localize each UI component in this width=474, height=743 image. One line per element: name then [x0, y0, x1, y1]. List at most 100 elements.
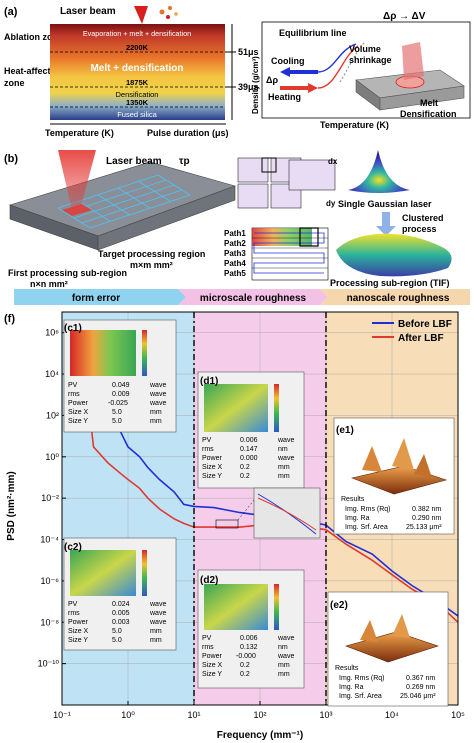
- d1-row-label: Size Y: [202, 473, 222, 480]
- c2-row-label: Power: [68, 619, 89, 626]
- e1-row-value: 25.133 μm²: [406, 524, 442, 531]
- temp-1350-label: 1350K: [126, 98, 149, 107]
- fused-silica-label: Fused silica: [117, 110, 157, 119]
- banner-nanoscale: [320, 289, 470, 305]
- c1-row-unit: mm: [150, 418, 162, 425]
- d2-row-label: rms: [202, 644, 214, 651]
- y-tick-label: 10⁴: [45, 369, 59, 379]
- melt-densification-label: Melt + densification: [90, 63, 183, 74]
- haz-label-1: Heat-affected: [4, 66, 61, 76]
- evaporation-label: Evaporation + melt + densification: [83, 29, 191, 38]
- laser-beam-label-b: Laser beam: [106, 156, 162, 167]
- legend-after-label: After LBF: [398, 333, 444, 344]
- banner-nanoscale-label: nanoscale roughness: [347, 293, 450, 304]
- melt-label: Melt: [420, 98, 438, 108]
- e2-row-value: 0.269 nm: [406, 684, 435, 691]
- series-line: [81, 343, 458, 623]
- ablation-debris-icon: [159, 6, 178, 19]
- d2-row-label: Size Y: [202, 671, 222, 678]
- inset-c2: (c2) PV 0.024 wave rms 0.005 wave Power …: [63, 537, 177, 651]
- d1-row-unit: nm: [278, 446, 288, 453]
- path-2-label: Path2: [224, 239, 246, 248]
- y-tick-label: 10²: [46, 410, 59, 420]
- delta-rho-label: Δρ: [266, 75, 278, 85]
- e2-row-value: 25.046 μm²: [400, 693, 436, 700]
- laser-beam-cone-a: [134, 6, 148, 24]
- e1-row-label: Img. Ra: [345, 515, 370, 522]
- d1-row-unit: wave: [277, 455, 294, 462]
- y-tick-label: 10⁰: [45, 452, 59, 462]
- panel-b-label: (b): [4, 153, 18, 165]
- c1-row-unit: wave: [149, 382, 166, 389]
- y-tick-label: 10⁻¹⁰: [38, 659, 60, 669]
- cooling-arrow-shaft: [290, 70, 318, 74]
- banner-form-error-label: form error: [72, 293, 120, 304]
- e1-results-label: Results: [341, 496, 365, 503]
- d2-row-unit: wave: [277, 653, 294, 660]
- y-tick-label: 10⁻⁸: [40, 617, 59, 627]
- inset-e2: (e2) Results Img. Rms (Rq) 0.367 nm Img.…: [327, 591, 449, 707]
- series-line: [81, 334, 458, 617]
- e1-row-value: 0.382 nm: [412, 506, 441, 513]
- c1-row-label: Size Y: [68, 418, 88, 425]
- volume-shrinkage-label-2: shrinkage: [349, 55, 392, 65]
- chart-series: [81, 334, 458, 623]
- processing-grid: [57, 174, 191, 229]
- laser-beam-cone-b: [58, 150, 96, 210]
- c2-row-unit: mm: [150, 637, 162, 644]
- d2-row-unit: wave: [277, 635, 294, 642]
- density-axis-label: Density (g/cm³): [251, 56, 260, 114]
- d1-row-label: PV: [202, 437, 212, 444]
- cooling-curve: [317, 43, 357, 73]
- d2-row-unit: mm: [278, 662, 290, 669]
- inset-d1: (d1) PV 0.006 wave rms 0.147 nm Power 0.…: [197, 371, 305, 489]
- x-tick-label: 10²: [253, 710, 266, 720]
- d1-row-value: 0.2: [240, 464, 250, 471]
- c2-row-value: 0.003: [112, 619, 130, 626]
- inset-c1-label: (c1): [64, 323, 82, 334]
- haz-label-2: zone: [4, 78, 25, 88]
- c2-row-value: 0.005: [112, 610, 130, 617]
- temperature-axis-label-a2: Temperature (K): [320, 120, 389, 130]
- path-1-label: Path1: [224, 229, 246, 238]
- inset-d2: (d2) PV 0.006 wave rms 0.132 nm Power -0…: [197, 569, 305, 689]
- single-gaussian-label: Single Gaussian laser: [338, 199, 432, 209]
- inset-e2-label: (e2): [330, 600, 348, 611]
- e1-row-label: Img. Rms (Rq): [345, 506, 391, 513]
- c1-row-unit: wave: [149, 400, 166, 407]
- first-sub-label: First processing sub-region: [8, 268, 127, 278]
- c1-row-label: Size X: [68, 409, 89, 416]
- c2-row-value: 0.024: [112, 601, 130, 608]
- workpiece-block: [9, 161, 236, 251]
- c2-row-unit: wave: [149, 610, 166, 617]
- d2-row-label: PV: [202, 635, 212, 642]
- d2-row-value: -0.000: [236, 653, 256, 660]
- tif-surface: [336, 233, 452, 277]
- path-4-label: Path4: [224, 259, 246, 268]
- d2-row-unit: mm: [278, 671, 290, 678]
- ablation-zone-label: Ablation zone: [4, 32, 63, 42]
- x-tick-label: 10⁰: [121, 710, 135, 720]
- laser-beam-label-a: Laser beam: [60, 6, 116, 17]
- temp-axis-label-a: Temperature (K): [45, 128, 114, 138]
- e2-row-label: Img. Ra: [339, 684, 364, 691]
- single-gaussian-peak: [348, 150, 410, 193]
- x-tick-label: 10⁻¹: [53, 710, 71, 720]
- c2-row-unit: wave: [149, 601, 166, 608]
- heating-label: Heating: [268, 92, 301, 102]
- dy-label: dy: [326, 199, 336, 208]
- target-size-label: m×m mm²: [130, 260, 173, 270]
- d1-row-label: rms: [202, 446, 214, 453]
- target-region-label: Target processing region: [98, 249, 205, 259]
- zoom-inset: [215, 487, 321, 539]
- c1-row-value: 0.009: [112, 391, 130, 398]
- cooling-arrow-icon: [280, 67, 290, 77]
- d1-row-value: 0.000: [240, 455, 258, 462]
- d1-row-unit: mm: [278, 464, 290, 471]
- c1-row-value: -0.025: [108, 400, 128, 407]
- path-grid: [251, 227, 329, 281]
- time-39-label: 39μs: [238, 82, 259, 92]
- y-tick-label: 10⁻⁴: [40, 535, 59, 545]
- c1-row-label: Power: [68, 400, 89, 407]
